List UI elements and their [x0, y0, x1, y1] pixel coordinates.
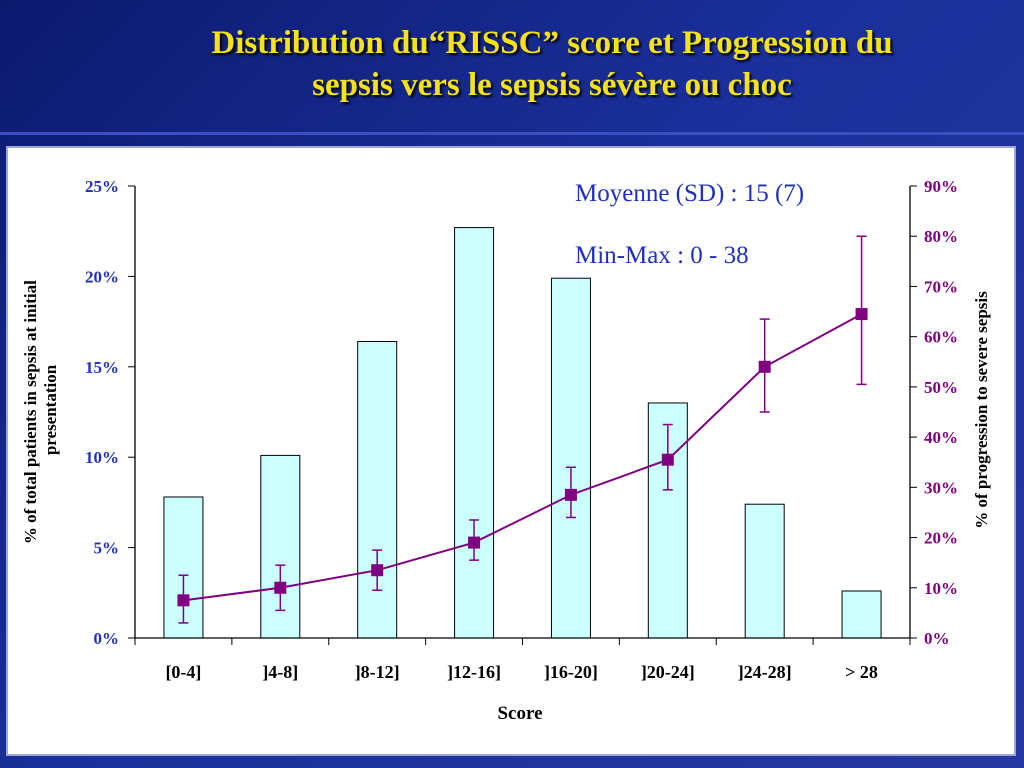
bar — [841, 590, 882, 639]
slide-title-line-2: sepsis vers le sepsis sévère ou choc — [312, 67, 792, 103]
y-tick-label-right: 40% — [924, 428, 958, 447]
y-tick-label-right: 20% — [924, 529, 958, 548]
y-tick-label-left: 0% — [94, 629, 120, 648]
data-marker — [274, 581, 287, 594]
x-tick-label: ]24-28] — [738, 662, 792, 682]
y-axis-title-left: % of total patients in sepsis at initial… — [21, 276, 60, 544]
title-divider — [0, 132, 1024, 135]
data-marker — [758, 360, 771, 373]
data-marker — [177, 594, 190, 607]
data-marker — [855, 308, 868, 321]
bar — [550, 277, 591, 639]
y-axis-title-right: % of progression to severe sepsis — [972, 291, 991, 529]
bar — [744, 503, 785, 639]
x-tick-label: ]16-20] — [544, 662, 598, 682]
x-tick-label: ]20-24] — [641, 662, 695, 682]
progression-line — [183, 313, 863, 602]
y-tick-label-right: 60% — [924, 328, 958, 347]
x-tick-label: ]4-8] — [262, 662, 298, 682]
slide-title-line-1: Distribution du“RISSC” score et Progress… — [211, 25, 893, 61]
x-tick-label: ]8-12] — [355, 662, 400, 682]
y-tick-label-right: 70% — [924, 277, 958, 296]
chart-panel — [6, 146, 1016, 756]
data-marker — [468, 536, 481, 549]
annotation-mean: Moyenne (SD) : 15 (7) — [575, 180, 804, 207]
y-tick-label-right: 80% — [924, 227, 958, 246]
y-tick-label-left: 20% — [85, 267, 119, 286]
y-tick-label-left: 10% — [85, 448, 119, 467]
y-tick-label-right: 10% — [924, 579, 958, 598]
x-tick-label: ]12-16] — [447, 662, 501, 682]
x-axis-title: Score — [497, 703, 542, 724]
slide-title: Distribution du“RISSC” score et Progress… — [80, 22, 1024, 106]
y-tick-label-left: 15% — [85, 358, 119, 377]
bar — [454, 227, 495, 639]
x-tick-label: > 28 — [845, 662, 878, 682]
data-marker — [371, 564, 384, 577]
x-tick-label: [0-4] — [165, 662, 201, 682]
annotation-minmax: Min-Max : 0 - 38 — [575, 242, 749, 269]
data-marker — [661, 453, 674, 466]
bar — [357, 340, 398, 639]
data-marker — [564, 488, 577, 501]
y-tick-label-right: 0% — [924, 629, 950, 648]
y-tick-label-left: 5% — [94, 539, 120, 558]
y-tick-label-right: 30% — [924, 478, 958, 497]
y-tick-label-right: 50% — [924, 378, 958, 397]
y-tick-label-left: 25% — [85, 177, 119, 196]
y-tick-label-right: 90% — [924, 177, 958, 196]
